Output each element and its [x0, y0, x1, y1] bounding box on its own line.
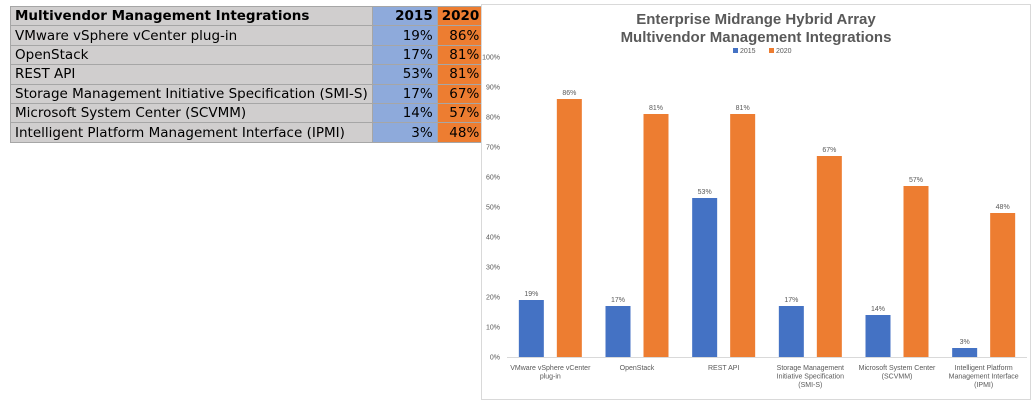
header-name: Multivendor Management Integrations	[10, 5, 373, 27]
table-row: VMware vSphere vCenter plug-in 19% 86%	[10, 25, 485, 46]
table-header-row: Multivendor Management Integrations 2015…	[10, 5, 485, 27]
row-value-2015: 53%	[371, 64, 438, 85]
category-label-3: Storage Management Initiative Specificati…	[777, 365, 844, 389]
data-label-2015-0: 19%	[524, 291, 538, 298]
row-name: OpenStack	[10, 44, 373, 66]
data-label-2020-3: 67%	[822, 147, 836, 154]
data-label-2015-4: 14%	[871, 306, 885, 313]
data-label-2015-1: 17%	[611, 297, 625, 304]
row-value-2015: 17%	[371, 44, 438, 66]
y-tick-label: 0%	[490, 355, 500, 362]
row-value-2020: 86%	[436, 25, 485, 46]
y-tick-label: 80%	[486, 115, 500, 122]
chart-panel: Enterprise Midrange Hybrid Array Multive…	[481, 4, 1031, 400]
row-value-2015: 19%	[371, 25, 438, 46]
table-row: Storage Management Initiative Specificat…	[10, 83, 485, 104]
bar-2020-0	[556, 99, 582, 357]
data-label-2015-5: 3%	[960, 339, 970, 346]
legend-swatch-2015	[733, 48, 738, 53]
data-label-2015-3: 17%	[784, 297, 798, 304]
legend-swatch-2020	[769, 48, 774, 53]
bar-2015-2	[692, 198, 718, 357]
row-value-2020: 48%	[436, 122, 485, 143]
bar-2020-2	[730, 114, 756, 357]
category-label-0: VMware vSphere vCenter plug-in	[510, 365, 591, 381]
data-label-2020-2: 81%	[736, 105, 750, 112]
row-value-2020: 57%	[436, 102, 485, 124]
bar-2020-5	[990, 213, 1016, 357]
row-value-2015: 14%	[371, 102, 438, 124]
chart-title-line-2: Multivendor Management Integrations	[621, 29, 892, 46]
bar-2020-1	[643, 114, 669, 357]
row-value-2015: 17%	[371, 83, 438, 104]
y-tick-label: 70%	[486, 145, 500, 152]
row-name: VMware vSphere vCenter plug-in	[10, 25, 373, 46]
y-tick-label: 10%	[486, 325, 500, 332]
y-tick-label: 90%	[486, 85, 500, 92]
legend-label-2015: 2015	[740, 48, 756, 55]
row-name: REST API	[10, 64, 373, 85]
category-label-1: OpenStack	[620, 365, 655, 372]
table-row: OpenStack 17% 81%	[10, 44, 485, 66]
row-value-2020: 81%	[436, 44, 485, 66]
y-tick-label: 20%	[486, 295, 500, 302]
y-tick-label: 30%	[486, 265, 500, 272]
bar-chart: Enterprise Midrange Hybrid Array Multive…	[482, 11, 1027, 389]
integrations-table: Multivendor Management Integrations 2015…	[10, 5, 485, 143]
y-tick-label: 60%	[486, 175, 500, 182]
y-tick-label: 50%	[486, 205, 500, 212]
data-label-2020-1: 81%	[649, 105, 663, 112]
table-row: Microsoft System Center (SCVMM) 14% 57%	[10, 102, 485, 124]
table-row: Intelligent Platform Management Interfac…	[10, 122, 485, 143]
table-row: REST API 53% 81%	[10, 64, 485, 85]
y-axis: 0% 10% 20% 30% 40% 50% 60% 70% 80% 90% 100%	[482, 55, 1027, 362]
row-value-2015: 3%	[371, 122, 438, 143]
data-label-2015-2: 53%	[698, 189, 712, 196]
legend: 2015 2020	[733, 48, 792, 55]
data-label-2020-5: 48%	[996, 204, 1010, 211]
bar-2015-1	[605, 306, 631, 357]
row-name: Storage Management Initiative Specificat…	[10, 83, 373, 104]
bar-2015-0	[518, 300, 544, 357]
data-labels: 19% 86% 17% 81% 53% 81% 17% 67% 14% 57% 3% 48%	[524, 90, 1009, 346]
data-label-2020-4: 57%	[909, 177, 923, 184]
legend-label-2020: 2020	[776, 48, 792, 55]
bar-2020-3	[816, 156, 842, 357]
y-tick-label: 100%	[482, 55, 500, 62]
header-2015: 2015	[371, 5, 438, 27]
bar-2020-4	[903, 186, 929, 357]
category-label-4: Microsoft System Center (SCVMM)	[859, 365, 936, 381]
category-label-2: REST API	[708, 365, 739, 372]
y-tick-label: 40%	[486, 235, 500, 242]
chart-title-line-1: Enterprise Midrange Hybrid Array	[636, 11, 876, 28]
bar-2015-4	[865, 315, 891, 357]
row-value-2020: 81%	[436, 64, 485, 85]
row-value-2020: 67%	[436, 83, 485, 104]
bars	[518, 99, 1016, 357]
bar-2015-5	[952, 348, 978, 357]
row-name: Microsoft System Center (SCVMM)	[10, 102, 373, 124]
header-2020: 2020	[436, 5, 485, 27]
row-name: Intelligent Platform Management Interfac…	[10, 122, 373, 143]
category-label-5: Intelligent Platform Management Interface…	[949, 365, 1019, 389]
data-label-2020-0: 86%	[562, 90, 576, 97]
bar-2015-3	[778, 306, 804, 357]
x-axis: VMware vSphere vCenter plug-in OpenStack RE…	[510, 365, 1019, 389]
